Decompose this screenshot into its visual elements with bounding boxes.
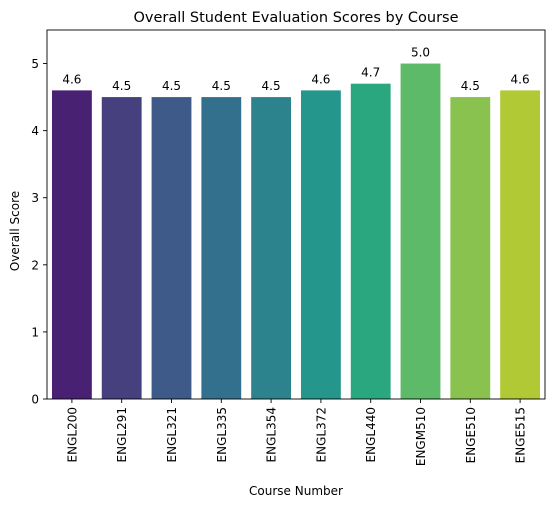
x-tick-label: ENGE510 [464, 407, 478, 463]
x-tick-label: ENGL321 [165, 407, 179, 462]
plot-frame [46, 29, 546, 400]
data-label: 4.5 [112, 79, 131, 93]
x-tick-label: ENGL291 [115, 407, 129, 462]
x-tick-label: ENGL354 [265, 407, 279, 462]
axes-group [46, 29, 546, 400]
chart-title: Overall Student Evaluation Scores by Cou… [133, 10, 458, 26]
data-label: 5.0 [411, 46, 430, 60]
bar-engm510 [400, 63, 441, 400]
bar-engl354 [251, 97, 292, 399]
data-label: 4.5 [461, 79, 480, 93]
data-label: 4.5 [262, 79, 281, 93]
data-label: 4.6 [62, 72, 81, 86]
data-label: 4.6 [511, 72, 530, 86]
bar-engl200 [51, 90, 92, 399]
x-axis-label: Course Number [249, 484, 343, 498]
x-tick-label: ENGL335 [215, 407, 229, 462]
bar-engl291 [101, 97, 142, 399]
bar-engl335 [201, 97, 242, 399]
data-label: 4.7 [361, 66, 380, 80]
y-tick-label: 0 [31, 393, 39, 407]
x-ticks-group: ENGL200 ENGL291 ENGL321 ENGL335 ENGL354 ENGL3… [65, 399, 528, 466]
x-tick-label: ENGM510 [414, 407, 428, 466]
y-tick-label: 3 [31, 191, 39, 205]
bar-engl372 [300, 90, 341, 399]
y-ticks-group: 0 1 2 3 4 5 [31, 57, 47, 407]
x-tick-label: ENGE515 [514, 407, 528, 463]
y-tick-label: 1 [31, 325, 39, 339]
bar-engl321 [151, 97, 192, 399]
y-tick-label: 5 [31, 57, 39, 71]
data-labels-group: 4.6 4.5 4.5 4.5 4.5 4.6 4.7 5.0 4.5 4.6 [62, 46, 529, 94]
x-tick-label: ENGL372 [314, 407, 328, 462]
y-axis-label: Overall Score [8, 191, 22, 271]
bar-enge515 [500, 90, 541, 399]
y-tick-label: 2 [31, 258, 39, 272]
data-label: 4.5 [212, 79, 231, 93]
data-label: 4.5 [162, 79, 181, 93]
x-tick-label: ENGL440 [364, 407, 378, 462]
x-tick-label: ENGL200 [65, 407, 79, 462]
bars-group [51, 63, 541, 400]
y-tick-label: 4 [31, 124, 39, 138]
bar-engl440 [350, 83, 391, 400]
bar-enge510 [450, 97, 491, 399]
data-label: 4.6 [311, 72, 330, 86]
